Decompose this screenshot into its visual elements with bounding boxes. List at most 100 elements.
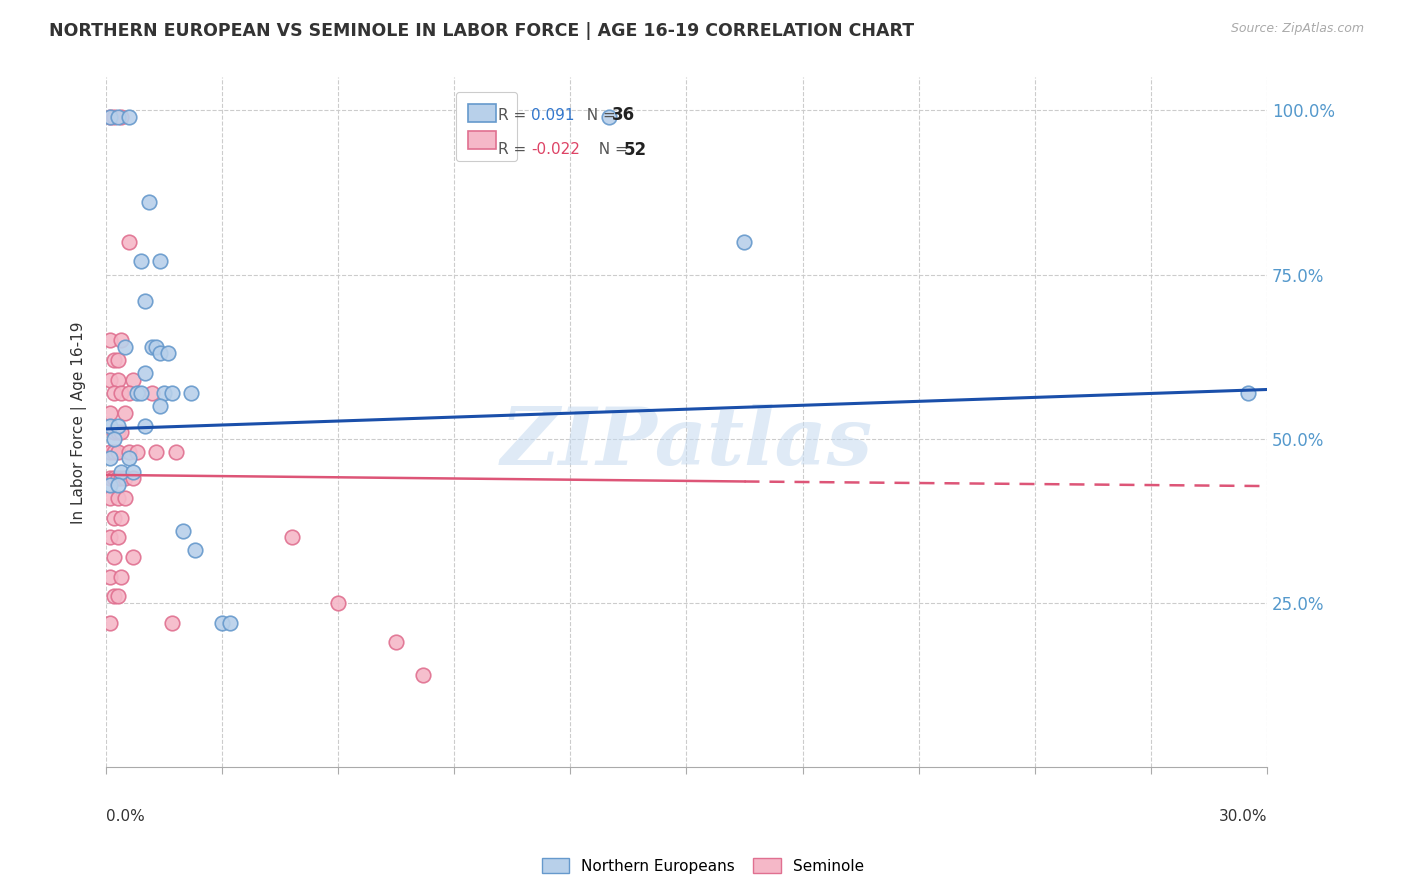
Point	[141, 385, 163, 400]
Point	[328, 596, 350, 610]
Point	[98, 110, 121, 124]
Text: NORTHERN EUROPEAN VS SEMINOLE IN LABOR FORCE | AGE 16-19 CORRELATION CHART: NORTHERN EUROPEAN VS SEMINOLE IN LABOR F…	[49, 22, 914, 40]
Point	[98, 477, 121, 491]
Point	[184, 543, 207, 558]
Text: ZIPatlas: ZIPatlas	[501, 404, 873, 482]
Text: N =: N =	[589, 143, 633, 157]
Point	[107, 353, 129, 368]
Point	[114, 491, 136, 505]
Point	[114, 405, 136, 419]
Point	[129, 254, 152, 268]
Point	[103, 590, 125, 604]
Text: N =: N =	[578, 108, 621, 123]
Point	[107, 110, 129, 124]
Point	[107, 530, 129, 544]
Point	[110, 110, 132, 124]
Point	[110, 465, 132, 479]
Point	[103, 471, 125, 485]
Point	[118, 385, 141, 400]
Text: 0.0%: 0.0%	[105, 809, 145, 823]
Text: 30.0%: 30.0%	[1219, 809, 1267, 823]
Point	[98, 471, 121, 485]
Point	[110, 510, 132, 524]
Point	[118, 445, 141, 459]
Point	[145, 445, 167, 459]
Point	[98, 491, 121, 505]
Point	[103, 510, 125, 524]
Point	[149, 254, 172, 268]
Point	[165, 445, 187, 459]
Point	[122, 549, 145, 564]
Point	[103, 445, 125, 459]
Point	[107, 491, 129, 505]
Point	[134, 366, 156, 380]
Point	[149, 399, 172, 413]
Point	[107, 590, 129, 604]
Point	[103, 385, 125, 400]
Point	[156, 346, 179, 360]
Point	[107, 445, 129, 459]
Point	[134, 293, 156, 308]
Point	[125, 385, 148, 400]
Point	[160, 615, 183, 630]
Point	[145, 340, 167, 354]
Point	[98, 110, 121, 124]
Point	[118, 451, 141, 466]
Point	[107, 373, 129, 387]
Point	[598, 110, 620, 124]
Text: 0.091: 0.091	[531, 108, 575, 123]
Point	[110, 385, 132, 400]
Point	[129, 385, 152, 400]
Point	[134, 418, 156, 433]
Point	[110, 570, 132, 584]
Legend: Northern Europeans, Seminole: Northern Europeans, Seminole	[536, 852, 870, 880]
Text: Source: ZipAtlas.com: Source: ZipAtlas.com	[1230, 22, 1364, 36]
Point	[122, 465, 145, 479]
Point	[118, 110, 141, 124]
Point	[122, 471, 145, 485]
Y-axis label: In Labor Force | Age 16-19: In Labor Force | Age 16-19	[72, 321, 87, 524]
Point	[1236, 385, 1258, 400]
Point	[98, 615, 121, 630]
Point	[149, 346, 172, 360]
Point	[412, 668, 434, 682]
Point	[110, 471, 132, 485]
Point	[125, 445, 148, 459]
Point	[103, 432, 125, 446]
Point	[141, 340, 163, 354]
Text: 36: 36	[612, 106, 636, 124]
Point	[218, 615, 240, 630]
Point	[138, 195, 160, 210]
Point	[153, 385, 176, 400]
Point	[280, 530, 302, 544]
Point	[118, 235, 141, 249]
Point	[107, 471, 129, 485]
Point	[98, 373, 121, 387]
Point	[103, 353, 125, 368]
Point	[734, 235, 756, 249]
Text: R =: R =	[498, 108, 531, 123]
Point	[385, 635, 408, 649]
Point	[98, 445, 121, 459]
Point	[110, 425, 132, 440]
Point	[103, 425, 125, 440]
Legend: , : ,	[456, 92, 517, 161]
Point	[98, 405, 121, 419]
Point	[98, 570, 121, 584]
Point	[211, 615, 233, 630]
Point	[114, 340, 136, 354]
Point	[107, 425, 129, 440]
Point	[98, 333, 121, 347]
Text: 52: 52	[624, 141, 647, 159]
Point	[122, 373, 145, 387]
Point	[98, 530, 121, 544]
Point	[103, 549, 125, 564]
Point	[107, 418, 129, 433]
Point	[107, 477, 129, 491]
Point	[114, 471, 136, 485]
Point	[110, 333, 132, 347]
Point	[98, 451, 121, 466]
Text: R =: R =	[498, 143, 531, 157]
Text: -0.022: -0.022	[531, 143, 579, 157]
Point	[98, 418, 121, 433]
